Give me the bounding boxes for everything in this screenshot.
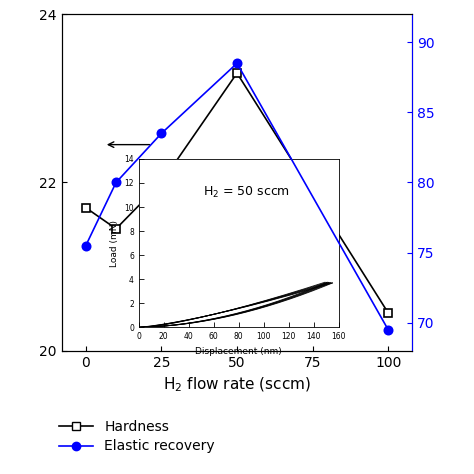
Legend: Hardness, Elastic recovery: Hardness, Elastic recovery — [55, 416, 219, 457]
X-axis label: H$_2$ flow rate (sccm): H$_2$ flow rate (sccm) — [163, 375, 311, 393]
